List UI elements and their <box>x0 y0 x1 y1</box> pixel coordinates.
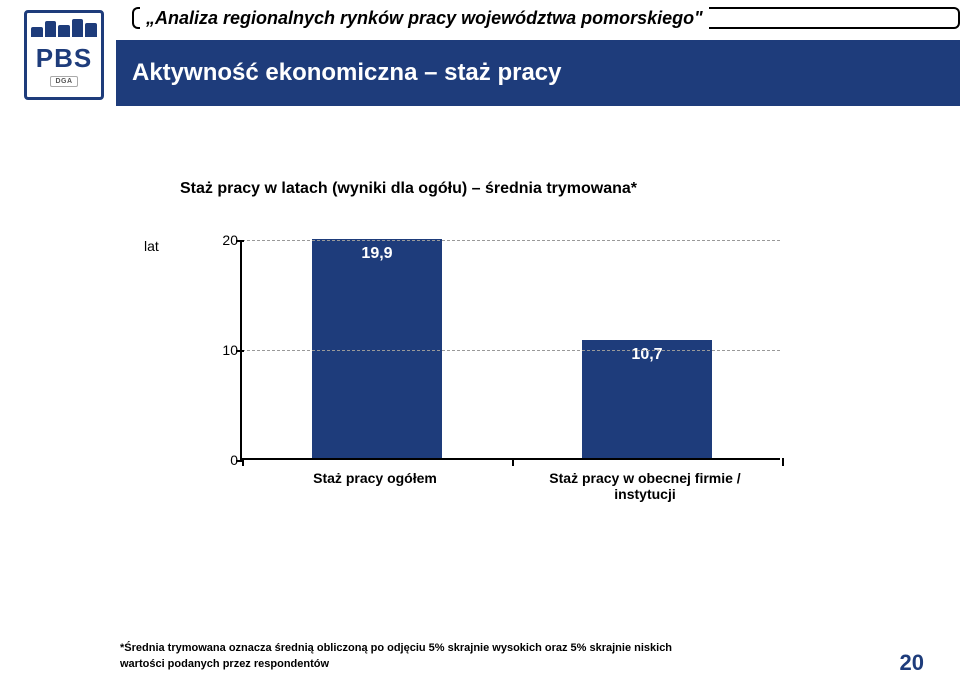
plot-area: 19,9 10,7 <box>240 240 780 460</box>
x-axis-category-label: Staż pracy w obecnej firmie / instytucji <box>535 470 755 502</box>
rule-decoration <box>132 7 140 29</box>
x-axis-category-label: Staż pracy ogółem <box>265 470 485 486</box>
chart-title: Staż pracy w latach (wyniki dla ogółu) –… <box>180 180 637 198</box>
bar-chart: lat 19,910,7 Staż pracy ogółemStaż pracy… <box>180 240 780 520</box>
y-tick-mark <box>236 350 244 352</box>
x-tick-mark <box>512 458 514 466</box>
bar: 19,9 <box>312 239 442 458</box>
page-number: 20 <box>900 650 924 676</box>
title-band: Aktywność ekonomiczna – staż pracy <box>116 40 960 106</box>
logo-text: PBS <box>36 43 92 74</box>
bars-layer: 19,9 10,7 <box>242 240 780 458</box>
slide-page: PBS DGA „Analiza regionalnych rynków pra… <box>0 0 960 696</box>
bar-value-label: 10,7 <box>631 346 662 364</box>
logo-subtext: DGA <box>50 76 77 87</box>
grid-line <box>242 240 780 241</box>
header-top: „Analiza regionalnych rynków pracy wojew… <box>132 0 960 36</box>
slide-title: Aktywność ekonomiczna – staż pracy <box>132 59 562 87</box>
rule-decoration <box>709 7 960 29</box>
bar-value-label: 19,9 <box>361 245 392 263</box>
logo-pictogram <box>31 19 97 37</box>
y-tick-label: 0 <box>198 452 238 468</box>
bar: 10,7 <box>582 340 712 458</box>
report-title: „Analiza regionalnych rynków pracy wojew… <box>144 8 705 29</box>
logo: PBS DGA <box>24 10 104 100</box>
y-tick-label: 10 <box>198 342 238 358</box>
footnote: *Średnia trymowana oznacza średnią oblic… <box>120 641 680 672</box>
grid-line <box>242 350 780 351</box>
x-tick-mark <box>782 458 784 466</box>
y-axis-label: lat <box>144 238 159 254</box>
y-tick-label: 20 <box>198 232 238 248</box>
y-tick-mark <box>236 460 244 462</box>
y-tick-mark <box>236 240 244 242</box>
